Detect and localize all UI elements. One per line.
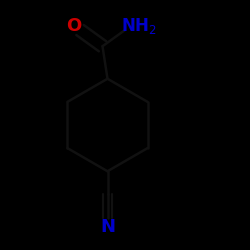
Text: NH$_2$: NH$_2$	[121, 16, 157, 36]
Text: O: O	[66, 17, 81, 35]
Text: N: N	[100, 218, 115, 236]
